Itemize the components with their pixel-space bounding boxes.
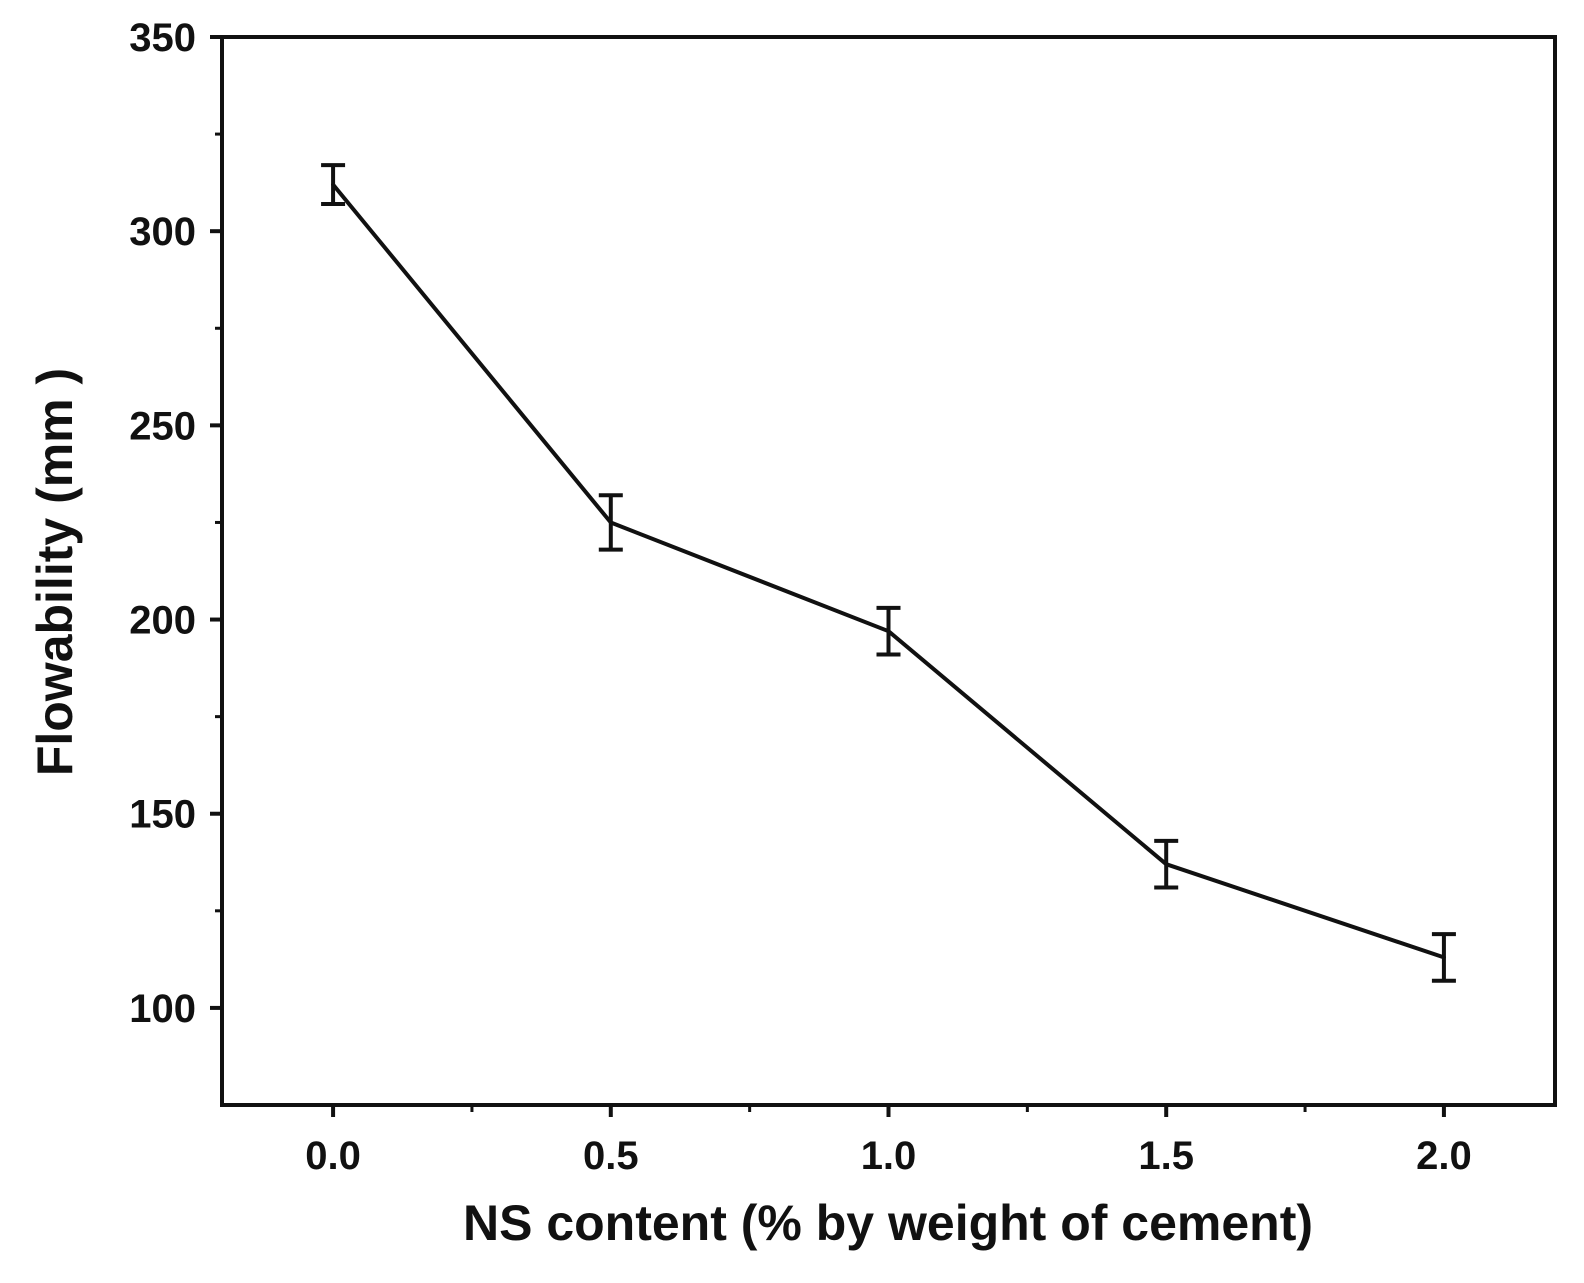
y-tick-label: 100 bbox=[129, 987, 196, 1031]
y-tick-label: 200 bbox=[129, 599, 196, 643]
y-tick-label: 250 bbox=[129, 404, 196, 448]
y-axis-ticks bbox=[210, 35, 222, 1010]
error-bar bbox=[598, 493, 623, 552]
x-tick-label: 0.0 bbox=[305, 1134, 361, 1178]
error-bar bbox=[876, 605, 901, 657]
x-tick-label: 2.0 bbox=[1416, 1134, 1472, 1178]
y-tick-label: 300 bbox=[129, 210, 196, 254]
x-axis-tick-labels: 0.0 0.5 1.0 1.5 2.0 bbox=[305, 1134, 1471, 1178]
x-axis-ticks bbox=[331, 1105, 1446, 1117]
y-tick-label: 150 bbox=[129, 793, 196, 837]
x-tick-label: 1.0 bbox=[861, 1134, 917, 1178]
x-axis-title: NS content (% by weight of cement) bbox=[463, 1195, 1313, 1251]
y-axis-tick-labels: 100 150 200 250 300 350 bbox=[129, 16, 196, 1031]
error-bars bbox=[321, 163, 1456, 983]
y-axis-title: Flowability (mm ) bbox=[27, 368, 83, 776]
error-bar bbox=[1154, 838, 1179, 890]
x-tick-label: 0.5 bbox=[583, 1134, 639, 1178]
x-tick-label: 1.5 bbox=[1138, 1134, 1194, 1178]
error-bar bbox=[1431, 932, 1456, 983]
error-bar bbox=[321, 163, 346, 206]
y-tick-label: 350 bbox=[129, 16, 196, 60]
